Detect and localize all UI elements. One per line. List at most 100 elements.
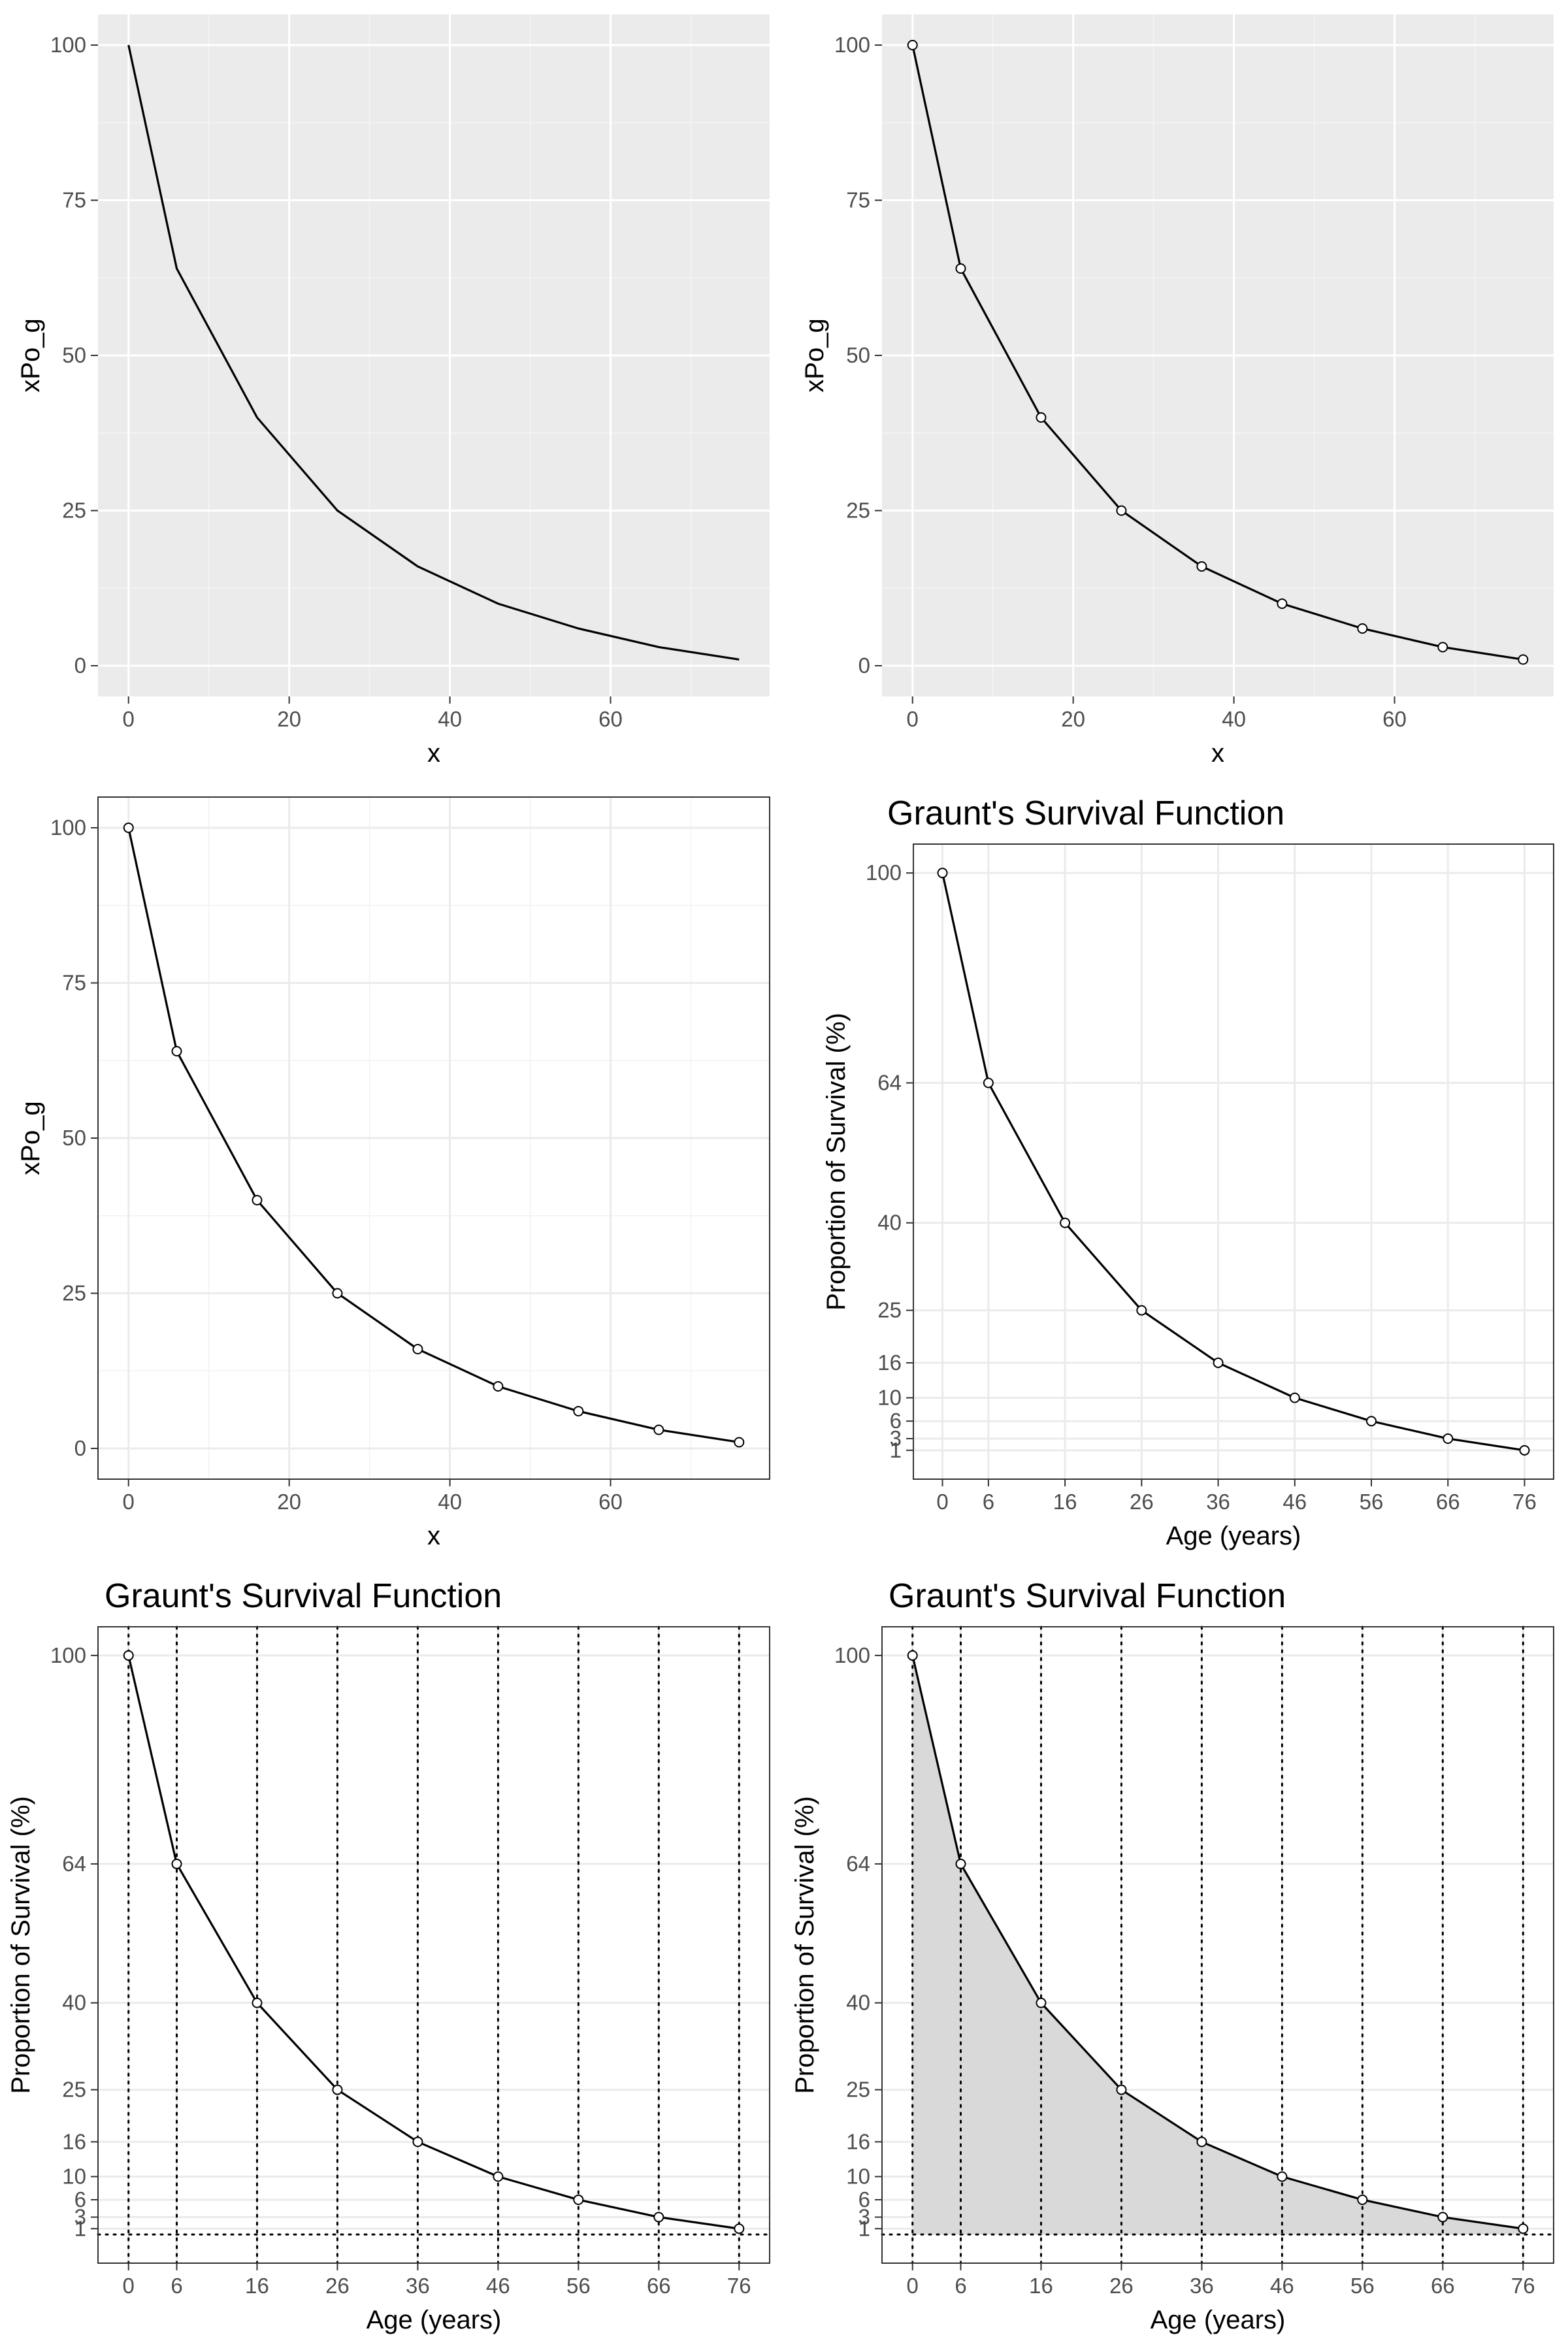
y-tick-label: 1	[74, 2216, 86, 2240]
x-axis-title: x	[1211, 739, 1224, 768]
x-tick-label: 26	[1130, 1490, 1154, 1514]
data-point	[123, 1650, 134, 1661]
y-tick-label: 64	[846, 1852, 870, 1876]
x-tick-label: 6	[955, 2274, 966, 2298]
data-point	[653, 2212, 664, 2223]
data-point	[1357, 2194, 1368, 2205]
y-tick-label: 0	[74, 653, 86, 678]
x-tick-label: 56	[1350, 2274, 1375, 2298]
y-tick-label: 16	[877, 1350, 902, 1375]
y-tick-label: 6	[890, 1409, 902, 1433]
y-tick-label: 0	[74, 1436, 86, 1460]
x-tick-label: 16	[245, 2274, 269, 2298]
data-point	[123, 823, 134, 834]
data-point	[1437, 2212, 1448, 2223]
data-point	[1036, 412, 1047, 423]
y-tick-label: 50	[846, 343, 870, 367]
x-tick-label: 40	[438, 707, 462, 731]
x-tick-label: 0	[123, 1490, 135, 1514]
x-tick-label: 56	[566, 2274, 591, 2298]
y-tick-label: 40	[846, 1991, 870, 2015]
data-point	[1289, 1392, 1300, 1403]
x-tick-label: 66	[647, 2274, 671, 2298]
x-axis-title: x	[427, 739, 440, 768]
survival-area	[912, 1655, 1524, 2235]
x-tick-label: 20	[1061, 707, 1085, 731]
y-tick-label: 75	[62, 188, 86, 212]
x-tick-label: 60	[1382, 707, 1407, 731]
y-tick-label: 3	[890, 1426, 902, 1450]
x-tick-label: 46	[1270, 2274, 1294, 2298]
y-tick-label: 100	[50, 1643, 86, 1667]
x-tick-label: 16	[1053, 1490, 1077, 1514]
data-point	[734, 2223, 745, 2234]
data-point	[412, 2136, 423, 2148]
data-point	[955, 1858, 966, 1869]
data-point	[937, 868, 948, 879]
y-tick-label: 3	[74, 2205, 86, 2229]
x-tick-label: 6	[983, 1490, 994, 1514]
data-point	[1437, 642, 1448, 653]
x-tick-label: 46	[486, 2274, 510, 2298]
y-tick-label: 100	[834, 1643, 870, 1667]
y-tick-label: 1	[890, 1438, 902, 1462]
x-tick-label: 60	[598, 1490, 623, 1514]
data-point	[955, 263, 966, 274]
chart-panel-middle-left: 0 20 40 60 0 25 50 75 100 x xPo_g	[16, 796, 770, 1550]
y-tick-label: 25	[62, 498, 86, 522]
data-point	[1443, 1433, 1454, 1444]
data-point	[1036, 1997, 1047, 2008]
data-point	[1518, 654, 1529, 665]
y-tick-label: 40	[877, 1211, 902, 1235]
data-point	[332, 2084, 343, 2095]
y-tick-label: 1	[858, 2216, 870, 2240]
data-point	[171, 1046, 182, 1057]
x-tick-label: 6	[171, 2274, 182, 2298]
data-point	[171, 1858, 182, 1869]
data-point	[1518, 2223, 1529, 2234]
panel-border	[97, 1626, 770, 2264]
y-tick-label: 50	[62, 1126, 86, 1150]
data-point	[907, 40, 918, 51]
y-axis-title: xPo_g	[16, 318, 45, 392]
y-tick-label: 10	[62, 2164, 86, 2189]
data-point	[1277, 598, 1288, 609]
data-point	[1196, 2136, 1207, 2148]
panel-border	[881, 1626, 1554, 2264]
data-point	[734, 1437, 745, 1448]
data-point	[493, 1380, 504, 1392]
x-tick-label: 36	[1190, 2274, 1214, 2298]
data-point	[1366, 1416, 1377, 1427]
y-tick-label: 25	[846, 2078, 870, 2102]
y-axis-title: Proportion of Survival (%)	[7, 1796, 35, 2094]
x-tick-label: 76	[1512, 1490, 1537, 1514]
data-point	[653, 1424, 664, 1435]
x-tick-label: 0	[123, 707, 135, 731]
x-tick-label: 76	[727, 2274, 751, 2298]
y-tick-label: 3	[858, 2205, 870, 2229]
x-tick-label: 0	[936, 1490, 948, 1514]
data-point	[252, 1194, 263, 1205]
x-tick-label: 46	[1282, 1490, 1307, 1514]
y-tick-label: 6	[858, 2187, 870, 2212]
y-tick-label: 100	[50, 33, 86, 57]
y-tick-label: 25	[62, 2078, 86, 2102]
y-tick-label: 75	[62, 971, 86, 995]
y-tick-label: 25	[846, 498, 870, 522]
chart-panel-top-left: 0 20 40 60 0 25 50 75 100 x xPo_g	[16, 14, 770, 768]
x-tick-label: 40	[438, 1490, 462, 1514]
data-point	[252, 1997, 263, 2008]
y-tick-label: 64	[62, 1852, 86, 1876]
plot-title: Graunt's Survival Function	[889, 1577, 1286, 1615]
x-tick-label: 0	[907, 2274, 919, 2298]
plot-title: Graunt's Survival Function	[887, 794, 1284, 832]
x-tick-label: 36	[1206, 1490, 1230, 1514]
data-point	[412, 1343, 423, 1354]
data-point	[983, 1077, 994, 1088]
y-tick-label: 50	[62, 343, 86, 367]
data-point	[332, 1288, 343, 1299]
y-tick-label: 75	[846, 188, 870, 212]
data-point	[1357, 623, 1368, 634]
